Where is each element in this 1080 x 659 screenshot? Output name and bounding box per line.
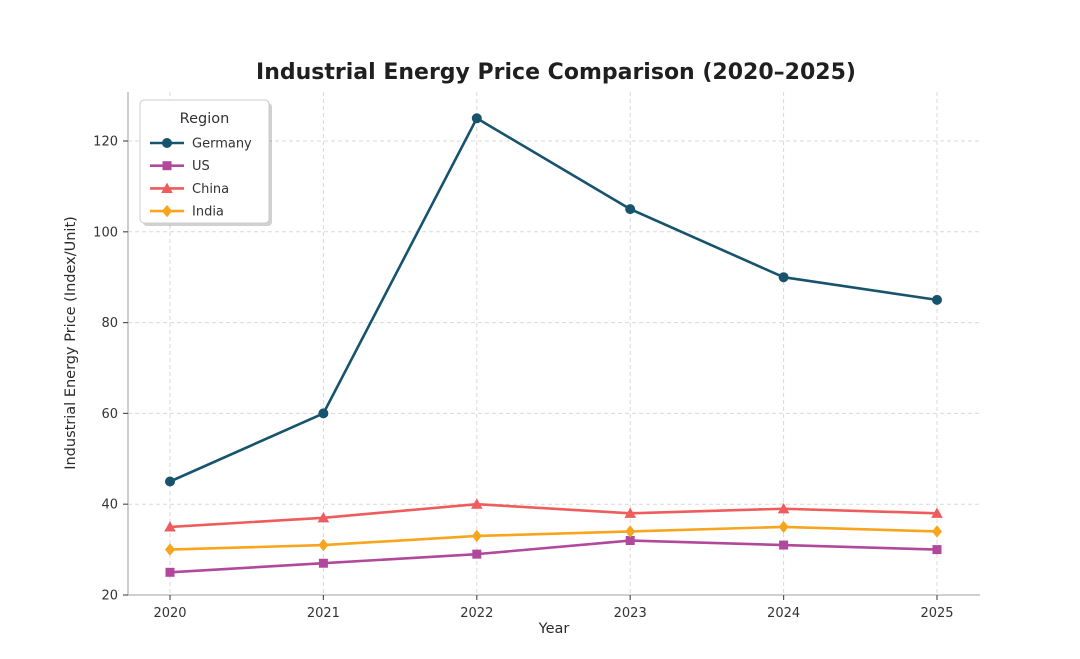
y-tick-label: 80 — [101, 316, 118, 331]
legend-item-label: India — [192, 205, 224, 220]
us-marker-square — [625, 536, 635, 546]
series-line-china — [168, 502, 939, 529]
x-tick-label: 2021 — [307, 606, 340, 621]
x-tick-label: 2022 — [460, 606, 493, 621]
us-marker-square — [165, 567, 175, 577]
india-marker-diamond — [471, 529, 482, 543]
legend-us-marker-square — [162, 161, 172, 171]
x-tick-label: 2025 — [920, 606, 953, 621]
india-marker-diamond — [165, 543, 175, 556]
china-marker-triangle — [317, 512, 330, 523]
germany-marker-circle — [318, 408, 329, 419]
legend-item-germany: Germany — [150, 137, 252, 152]
us-marker-square — [779, 540, 789, 550]
china-marker-triangle — [624, 507, 636, 518]
legend-item-label: China — [192, 182, 229, 197]
chart-title: Industrial Energy Price Comparison (2020… — [256, 60, 856, 85]
china-marker-triangle — [931, 507, 943, 518]
us-marker-square — [932, 545, 942, 555]
legend-title: Region — [180, 111, 230, 127]
legend-india-marker-diamond — [162, 204, 172, 218]
series-line-us — [168, 539, 939, 574]
series-china — [164, 498, 943, 532]
y-axis-label: Industrial Energy Price (Index/Unit) — [63, 216, 79, 470]
y-tick-label: 60 — [101, 407, 118, 422]
axes — [123, 92, 980, 600]
india-marker-diamond — [932, 525, 942, 538]
x-axis-label: Year — [538, 621, 570, 637]
germany-marker-circle — [778, 272, 789, 283]
series-germany — [165, 113, 942, 487]
legend-item-label: Germany — [192, 137, 252, 152]
us-marker-square — [472, 549, 482, 559]
legend: Region Germany US China India — [139, 99, 272, 226]
tick-labels: 20 40 60 80 100 120 2020 2021 2022 2023 2024 2025 — [93, 135, 953, 622]
china-marker-triangle — [777, 502, 790, 514]
germany-marker-circle — [932, 294, 942, 305]
india-marker-diamond — [778, 520, 789, 534]
y-tick-label: 100 — [93, 225, 118, 240]
legend-germany-marker-circle — [162, 138, 172, 148]
x-tick-label: 2023 — [614, 606, 647, 621]
china-marker-triangle — [164, 521, 176, 532]
india-marker-diamond — [625, 525, 636, 538]
y-tick-label: 40 — [101, 498, 118, 513]
us-marker-square — [318, 558, 328, 568]
series-line-india — [168, 525, 939, 551]
germany-marker-circle — [471, 113, 482, 124]
germany-marker-circle — [165, 476, 175, 487]
y-tick-label: 20 — [101, 589, 118, 604]
germany-marker-circle — [625, 204, 636, 215]
y-tick-label: 120 — [93, 135, 118, 150]
china-marker-triangle — [471, 498, 483, 509]
india-marker-diamond — [318, 538, 329, 552]
series-us — [165, 536, 942, 577]
legend-item-india: India — [150, 205, 224, 220]
data-series — [164, 113, 943, 577]
legend-item-china: China — [150, 182, 229, 197]
legend-china-marker-triangle — [161, 182, 173, 193]
series-line-germany — [168, 117, 939, 483]
series-india — [165, 520, 942, 556]
legend-item-us: US — [150, 159, 210, 174]
legend-item-label: US — [192, 159, 210, 174]
x-tick-label: 2024 — [767, 606, 800, 621]
x-tick-label: 2020 — [153, 606, 186, 621]
